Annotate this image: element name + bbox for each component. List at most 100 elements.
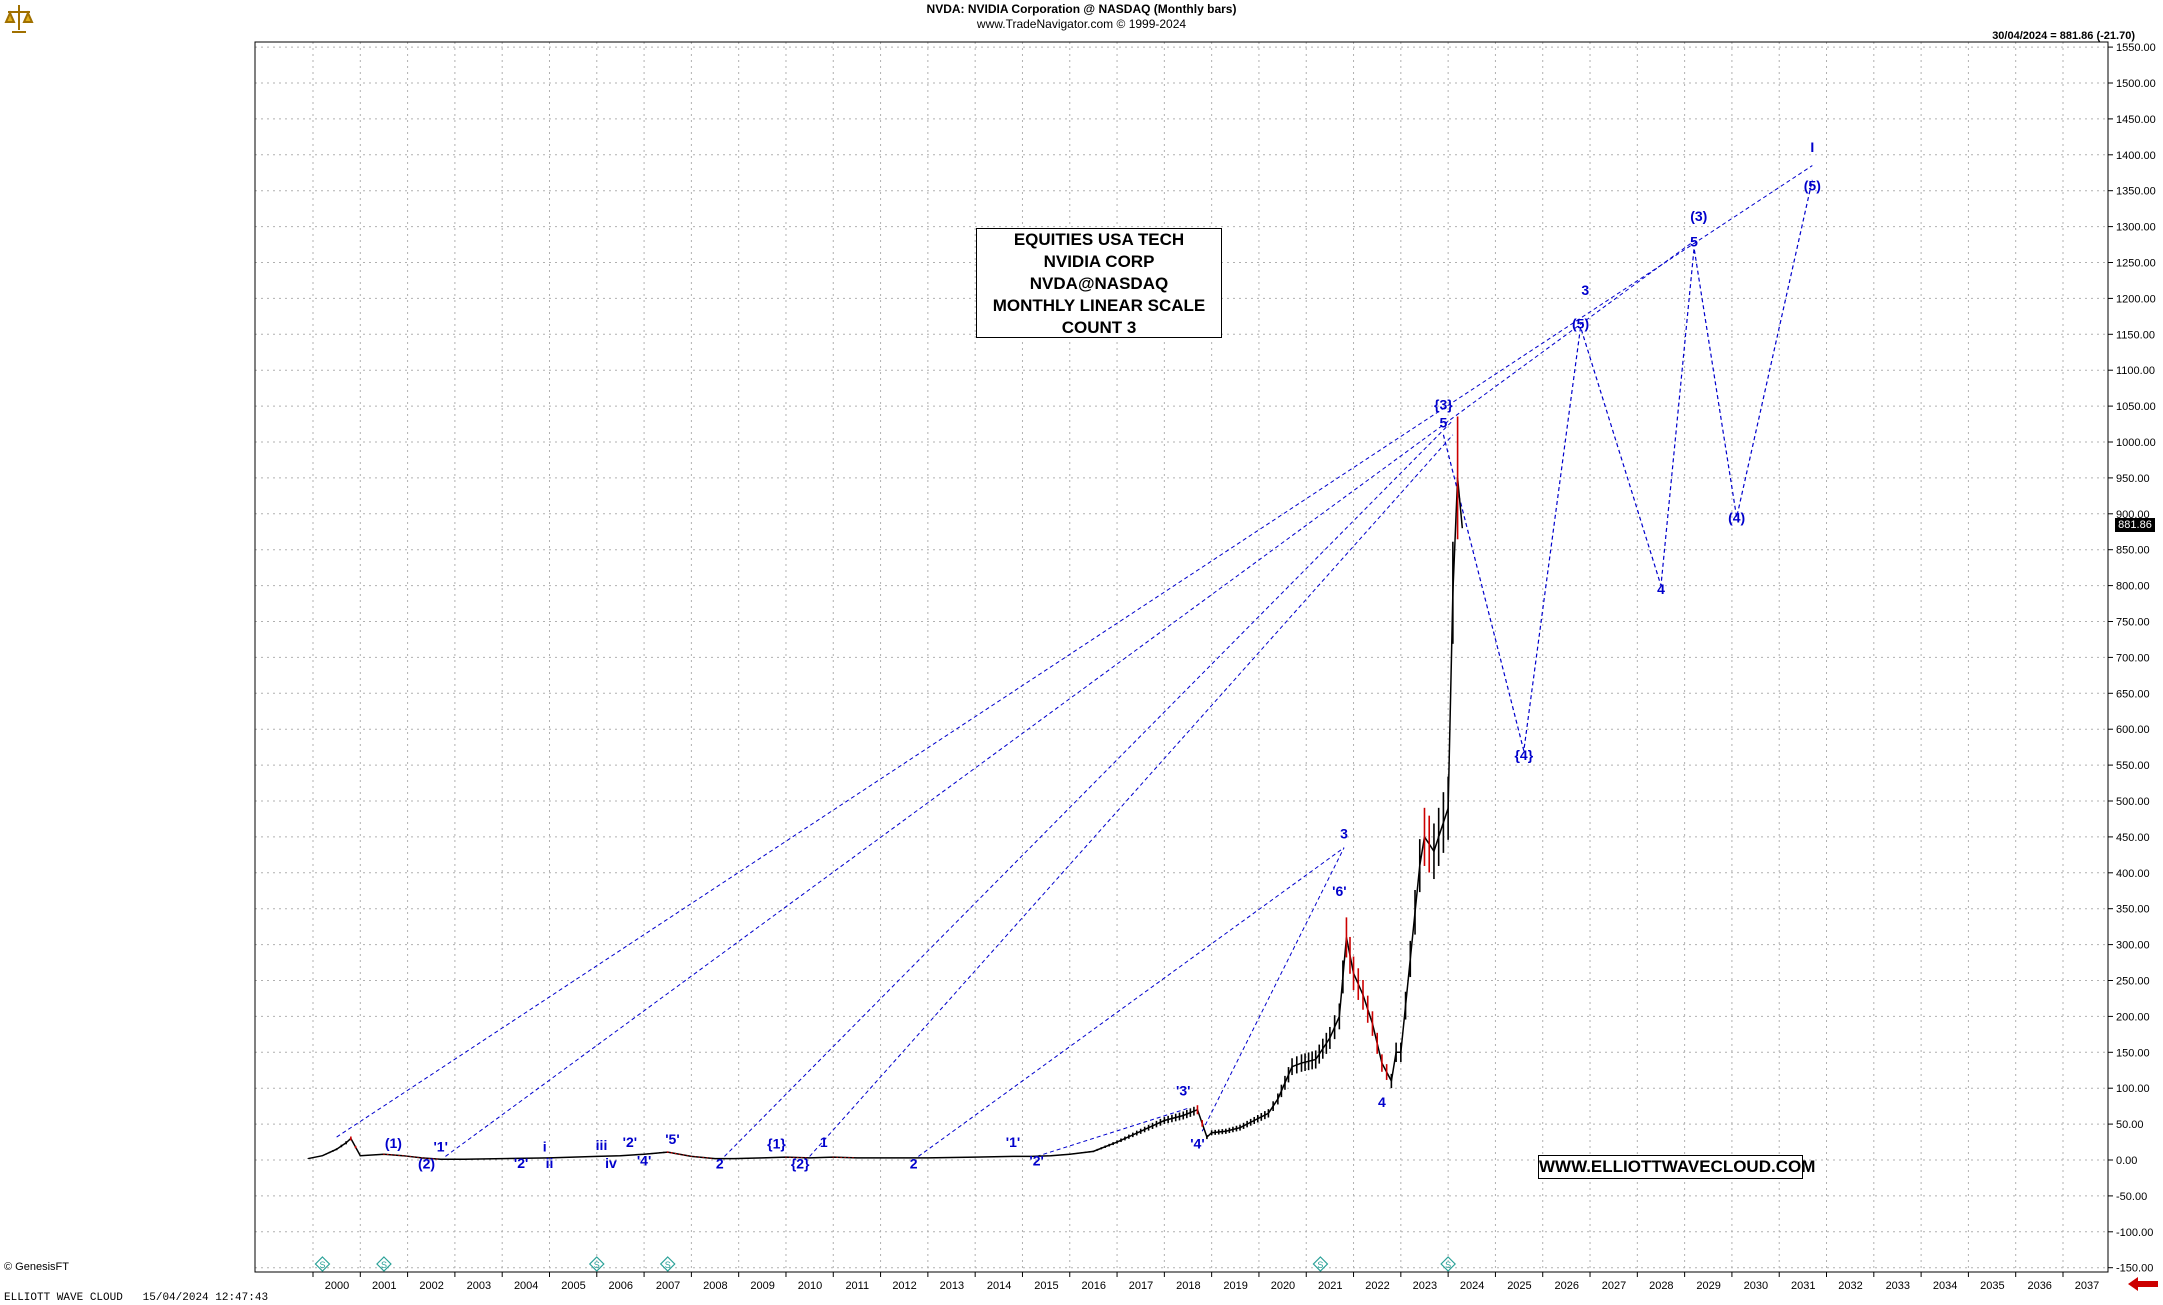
wave-label: '3' [1176, 1082, 1190, 1098]
x-tick-label: 2033 [1886, 1280, 1910, 1292]
y-tick-label: 800.00 [2116, 581, 2150, 593]
footer-timestamp: 15/04/2024 12:47:43 [142, 1292, 269, 1304]
wave-label: '2' [514, 1155, 528, 1171]
y-tick-label: 1050.00 [2116, 401, 2156, 413]
footer-status: ELLIOTT WAVE CLOUD 15/04/2024 12:47:43 [4, 1292, 268, 1304]
x-tick-label: 2013 [940, 1280, 964, 1292]
price-bars [307, 416, 1464, 1161]
scales-logo-icon[interactable] [2, 2, 36, 36]
wave-label: 5 [1440, 415, 1448, 431]
x-tick-label: 2002 [419, 1280, 443, 1292]
y-tick-label: 0.00 [2116, 1155, 2137, 1167]
y-tick-label: 550.00 [2116, 760, 2150, 772]
chart-info-box: EQUITIES USA TECH NVIDIA CORP NVDA@NASDA… [976, 228, 1222, 338]
wave-label: '4' [1190, 1136, 1204, 1152]
y-tick-label: 1250.00 [2116, 258, 2156, 270]
wave-label: {2} [791, 1156, 810, 1172]
wave-label: 3 [1340, 825, 1348, 841]
data-credit: © GenesisFT [4, 1261, 69, 1273]
x-tick-label: 2035 [1980, 1280, 2004, 1292]
s-diamond-icon [1440, 1256, 1456, 1272]
y-tick-label: 300.00 [2116, 940, 2150, 952]
s-diamond-icon [659, 1256, 676, 1272]
wave-label: '2' [1029, 1153, 1043, 1169]
wave-label: 1 [820, 1134, 828, 1150]
y-tick-label: -50.00 [2116, 1191, 2147, 1203]
wave-label: '5' [665, 1131, 679, 1147]
x-tick-label: 2011 [845, 1280, 869, 1292]
wave-label: (2) [418, 1156, 435, 1172]
x-tick-label: 2026 [1554, 1280, 1578, 1292]
wave-label: iii [596, 1137, 608, 1153]
x-tick-label: 2032 [1838, 1280, 1862, 1292]
x-tick-label: 2025 [1507, 1280, 1531, 1292]
y-tick-label: -150.00 [2116, 1263, 2153, 1275]
y-tick-label: 250.00 [2116, 976, 2150, 988]
left-arrow-icon[interactable] [2126, 1276, 2160, 1292]
x-tick-label: 2017 [1129, 1280, 1153, 1292]
s-marker-label: S [381, 1260, 387, 1270]
x-tick-label: 2019 [1223, 1280, 1247, 1292]
y-tick-label: 900.00 [2116, 509, 2150, 521]
y-tick-label: 50.00 [2116, 1119, 2144, 1131]
y-tick-label: 500.00 [2116, 796, 2150, 808]
x-tick-label: 2037 [2075, 1280, 2099, 1292]
price-line [308, 477, 1464, 1161]
y-tick-label: 1500.00 [2116, 78, 2156, 90]
y-tick-label: 450.00 [2116, 832, 2150, 844]
channel-line [445, 240, 1695, 1157]
s-marker-label: S [594, 1260, 600, 1270]
x-tick-label: 2031 [1791, 1280, 1815, 1292]
channel-line [809, 434, 1454, 1157]
projection-path [1442, 179, 1813, 751]
x-tick-label: 2014 [987, 1280, 1011, 1292]
channel-line [1201, 847, 1345, 1132]
x-tick-label: 2001 [372, 1280, 396, 1292]
website-label: WWW.ELLIOTTWAVECLOUD.COM [1538, 1155, 1815, 1179]
x-tick-label: 2028 [1649, 1280, 1673, 1292]
x-tick-label: 2005 [561, 1280, 585, 1292]
x-tick-label: 2000 [325, 1280, 349, 1292]
wave-label: 2 [910, 1156, 918, 1172]
x-tick-label: 2022 [1365, 1280, 1389, 1292]
info-line-3: NVDA@NASDAQ [1029, 274, 1169, 293]
y-tick-label: 1550.00 [2116, 42, 2156, 54]
x-tick-label: 2023 [1413, 1280, 1437, 1292]
x-tick-label: 2027 [1602, 1280, 1626, 1292]
axes: -150.00 -100.00 -50.00 0.00 50.00 100.00 150.0… [254, 41, 2156, 1292]
y-tick-label: 1150.00 [2116, 329, 2155, 341]
wave-projection [1442, 179, 1813, 751]
y-tick-label: 150.00 [2116, 1047, 2150, 1059]
x-tick-label: 2020 [1271, 1280, 1295, 1292]
y-tick-label: 100.00 [2116, 1083, 2150, 1095]
x-tick-label: 2007 [656, 1280, 680, 1292]
x-tick-label: 2015 [1034, 1280, 1058, 1292]
y-tick-label: 850.00 [2116, 545, 2150, 557]
x-tick-label: 2018 [1176, 1280, 1200, 1292]
x-tick-label: 2016 [1082, 1280, 1106, 1292]
s-marker-label: S [1445, 1260, 1451, 1270]
wave-label: i [543, 1138, 547, 1154]
x-tick-label: 2006 [609, 1280, 633, 1292]
y-tick-label: 1400.00 [2116, 150, 2156, 162]
channel-line [724, 420, 1454, 1157]
wave-label: ii [546, 1155, 554, 1171]
info-line-2: NVIDIA CORP [1043, 252, 1155, 271]
s-marker-label: S [1317, 1260, 1323, 1270]
y-tick-label: 400.00 [2116, 868, 2150, 880]
x-tick-label: 2021 [1318, 1280, 1342, 1292]
wave-label: '1' [1006, 1134, 1020, 1150]
channel-line [918, 847, 1345, 1157]
wave-label: {4} [1514, 747, 1533, 763]
y-tick-label: 200.00 [2116, 1011, 2150, 1023]
wave-label: '2' [623, 1134, 637, 1150]
last-price-tag: 881.86 [2115, 518, 2155, 532]
wave-label: (5) [1572, 316, 1589, 332]
x-tick-label: 2024 [1460, 1280, 1484, 1292]
y-tick-label: 1450.00 [2116, 114, 2156, 126]
y-tick-label: 950.00 [2116, 473, 2150, 485]
s-diamond-icon [588, 1256, 605, 1272]
wave-label: iv [605, 1155, 617, 1171]
